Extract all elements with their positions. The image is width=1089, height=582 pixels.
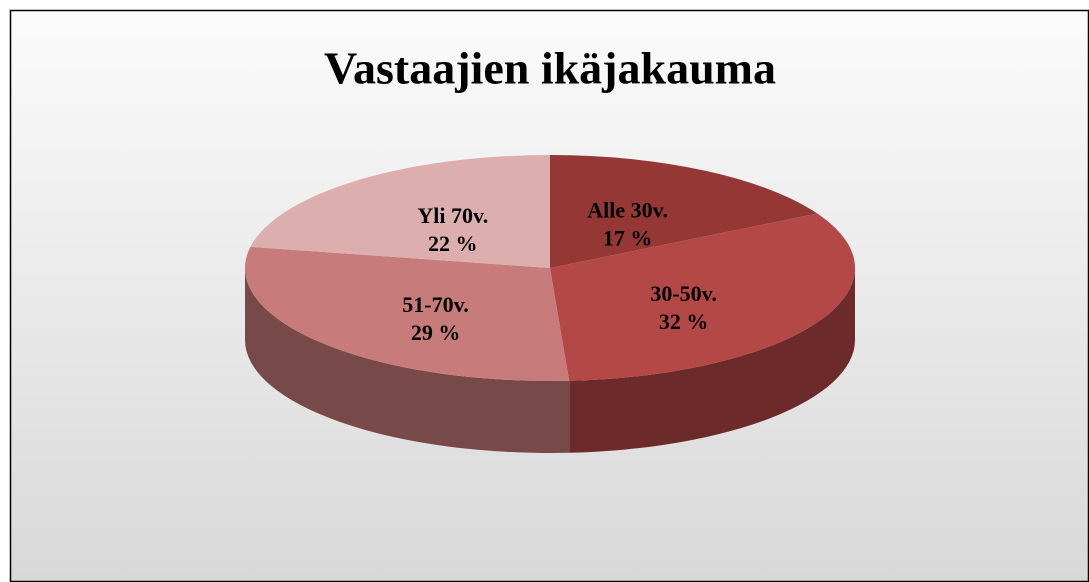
slice-side (245, 268, 570, 453)
chart-title: Vastaajien ikäjakauma (324, 43, 776, 94)
slice-value-label: 29 % (411, 320, 461, 345)
slice-side (569, 268, 855, 453)
slice-value-label: 17 % (603, 226, 653, 251)
slice-label: Alle 30v. (587, 198, 668, 223)
slice-label: 51-70v. (402, 292, 469, 317)
slice-value-label: 22 % (428, 231, 478, 256)
slice (245, 246, 570, 381)
slice-value-label: 32 % (659, 309, 709, 334)
slice-label: 30-50v. (650, 281, 717, 306)
slice-label: Yli 70v. (417, 203, 488, 228)
slice (550, 155, 818, 268)
slice (550, 213, 856, 381)
slice (250, 155, 550, 268)
